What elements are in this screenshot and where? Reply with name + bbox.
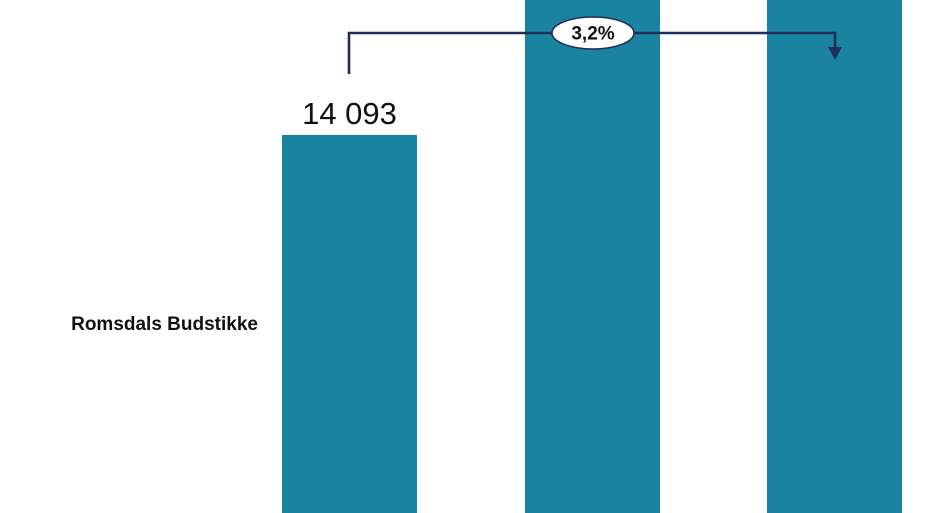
bar-3 — [767, 0, 902, 513]
change-bubble — [551, 16, 635, 50]
bar-value-label-1: 14 093 — [302, 96, 397, 131]
bar-2 — [525, 0, 660, 513]
change-label: 3,2% — [571, 24, 614, 45]
change-arrowhead-icon — [828, 47, 842, 60]
bar-1 — [282, 135, 417, 513]
row-label: Romsdals Budstikke — [71, 314, 258, 335]
